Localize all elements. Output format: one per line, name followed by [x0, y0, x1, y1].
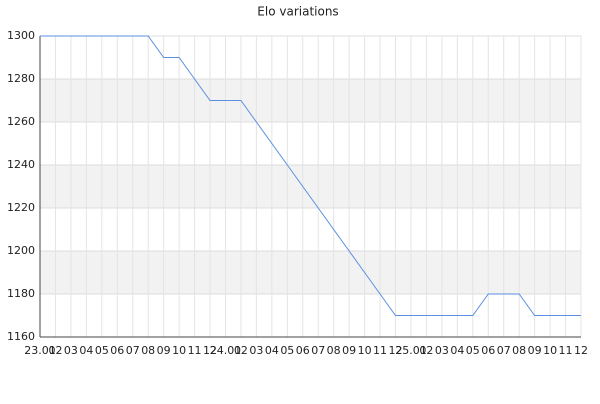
x-tick-label: 12	[574, 344, 588, 357]
x-tick-label: 07	[497, 344, 511, 357]
grid-band	[40, 79, 581, 122]
x-tick-label: 04	[265, 344, 279, 357]
x-tick-label: 05	[466, 344, 480, 357]
x-tick-label: 09	[342, 344, 356, 357]
x-tick-label: 12	[389, 344, 403, 357]
x-tick-label: 10	[543, 344, 557, 357]
x-tick-label: 23.01	[24, 344, 56, 357]
grid-band	[40, 251, 581, 294]
x-tick-label: 06	[110, 344, 124, 357]
chart-title: Elo variations	[257, 5, 338, 19]
grid-band	[40, 165, 581, 208]
x-tick-label: 03	[249, 344, 263, 357]
x-tick-label: 07	[126, 344, 140, 357]
x-tick-label: 02	[234, 344, 248, 357]
y-tick-label: 1240	[7, 158, 35, 171]
x-tick-label: 03	[435, 344, 449, 357]
x-tick-label: 11	[559, 344, 573, 357]
x-tick-label: 04	[450, 344, 464, 357]
x-tick-label: 12	[203, 344, 217, 357]
y-tick-label: 1300	[7, 29, 35, 42]
x-tick-label: 11	[188, 344, 202, 357]
x-tick-label: 05	[280, 344, 294, 357]
x-tick-label: 25.01	[395, 344, 427, 357]
x-tick-label: 09	[528, 344, 542, 357]
line	[40, 35, 581, 316]
x-tick-label: 24.01	[210, 344, 242, 357]
y-tick-label: 1220	[7, 201, 35, 214]
y-tick-label: 1160	[7, 330, 35, 343]
y-tick-label: 1200	[7, 244, 35, 257]
x-tick-label: 06	[481, 344, 495, 357]
y-tick-label: 1280	[7, 72, 35, 85]
x-tick-label: 07	[311, 344, 325, 357]
x-tick-label: 06	[296, 344, 310, 357]
x-tick-label: 08	[327, 344, 341, 357]
x-tick-label: 10	[358, 344, 372, 357]
x-tick-label: 11	[373, 344, 387, 357]
x-tick-label: 05	[95, 344, 109, 357]
x-tick-label: 09	[157, 344, 171, 357]
y-tick-label: 1260	[7, 115, 35, 128]
y-tick-label: 1180	[7, 287, 35, 300]
x-tick-label: 03	[64, 344, 78, 357]
x-tick-label: 02	[48, 344, 62, 357]
x-tick-label: 10	[172, 344, 186, 357]
x-tick-label: 08	[512, 344, 526, 357]
x-tick-label: 08	[141, 344, 155, 357]
x-tick-label: 04	[79, 344, 93, 357]
x-tick-label: 02	[419, 344, 433, 357]
